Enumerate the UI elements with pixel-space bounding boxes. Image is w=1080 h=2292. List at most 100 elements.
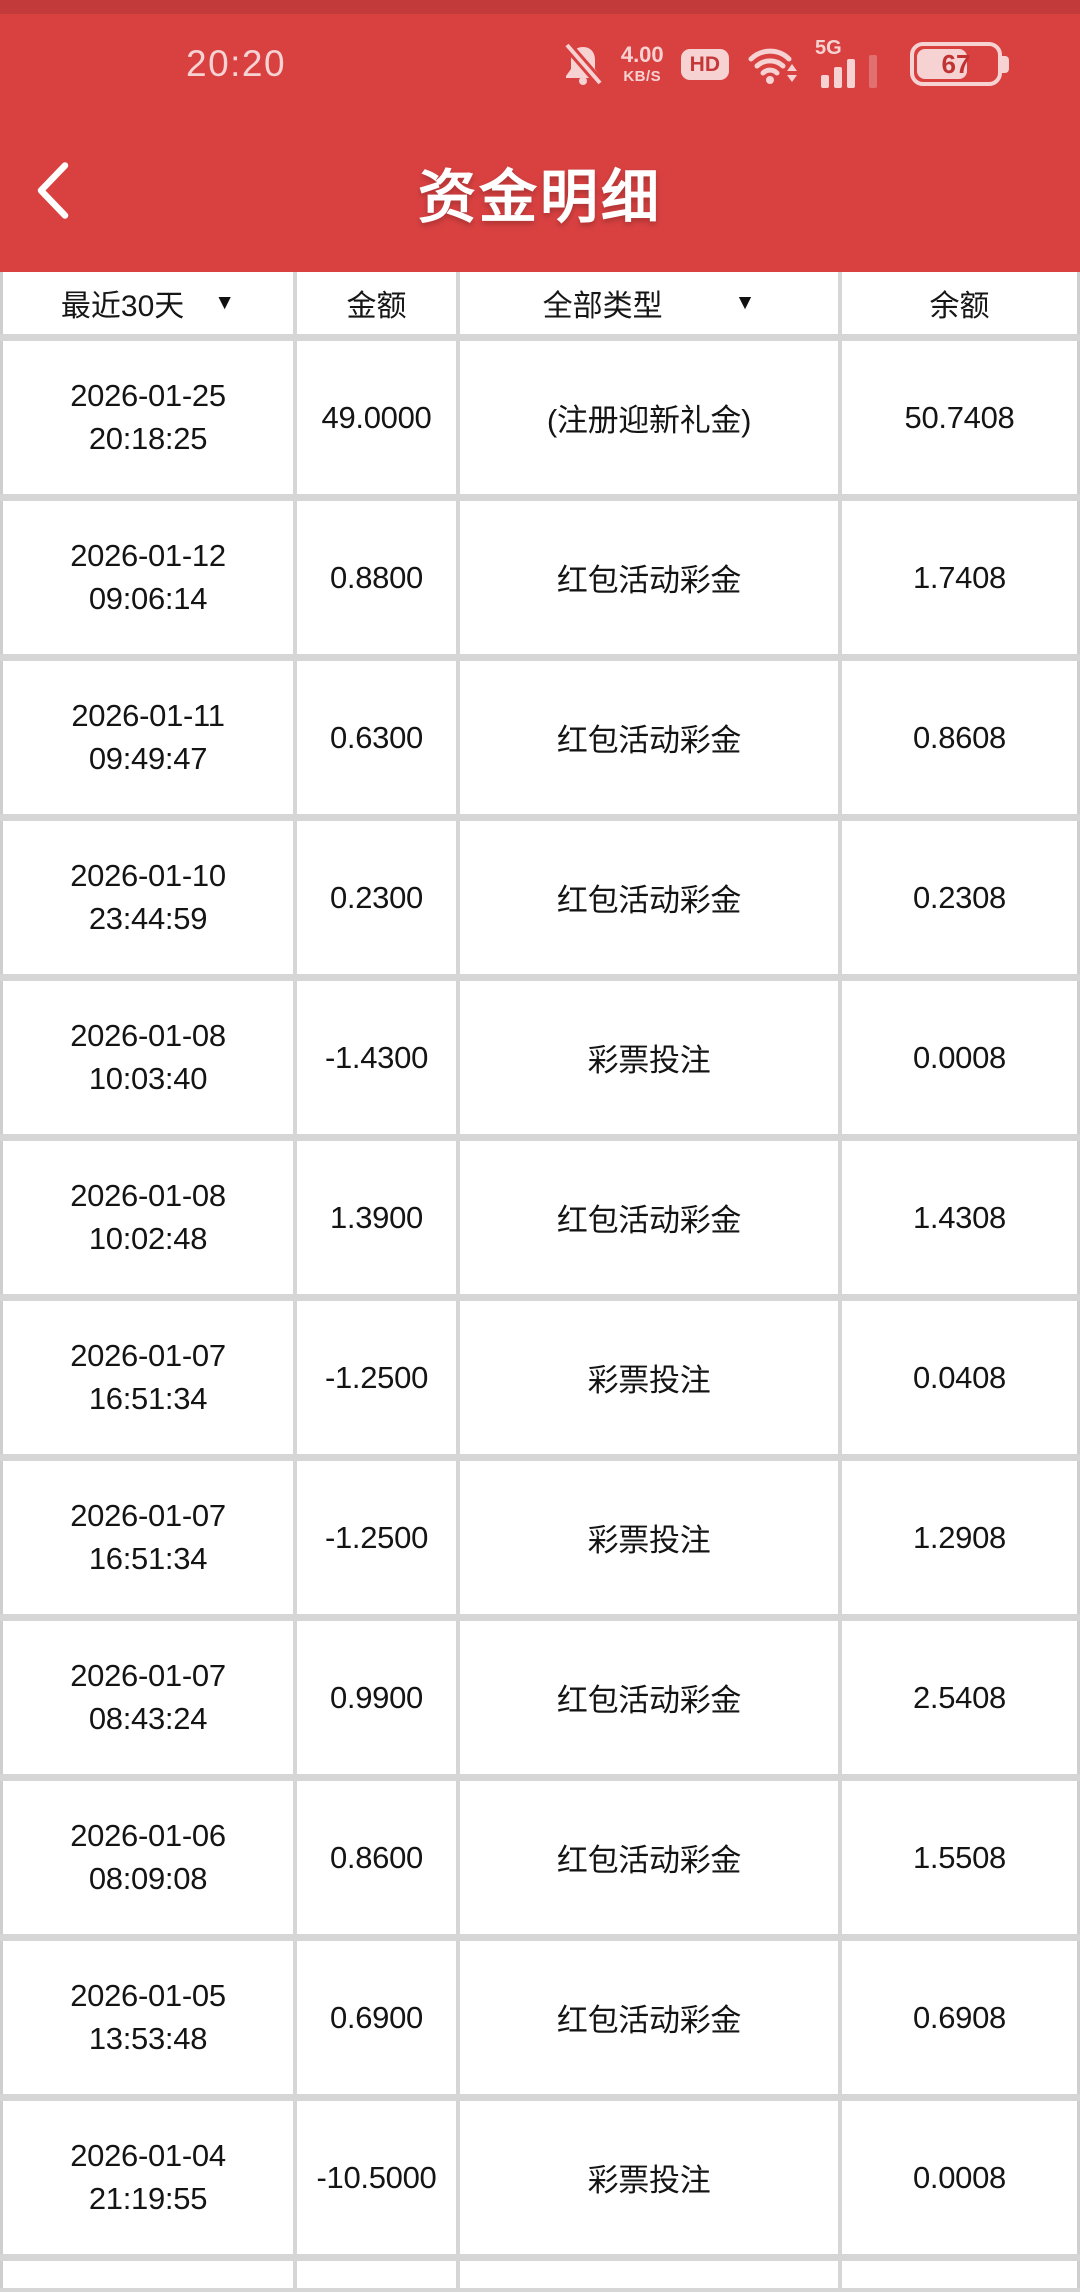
- cell-amount: -1.2500: [297, 1301, 460, 1454]
- status-icons: 4.00 KB/S HD 5G: [562, 37, 1009, 90]
- transaction-date: 2026-01-07: [70, 1657, 226, 1693]
- network-type-label: 5G: [815, 37, 842, 59]
- page-title: 资金明细: [417, 165, 663, 230]
- cell-type: 红包活动彩金: [460, 1941, 842, 2094]
- cell-balance: 1.2908: [912, 1519, 1007, 1555]
- cell-balance: 2.5408: [912, 1679, 1007, 1715]
- app-header: 20:20 4.00 KB/S HD: [0, 0, 1080, 272]
- column-header-balance: 余额: [842, 272, 1077, 334]
- cell-datetime: 2026-01-11 09:49:47: [3, 661, 297, 814]
- transaction-date: 2026-01-08: [70, 1177, 226, 1213]
- cell-datetime: 2026-01-12 09:06:14: [3, 501, 297, 654]
- transaction-time: 10:02:48: [88, 1220, 208, 1256]
- transaction-time: 08:43:24: [88, 1700, 208, 1736]
- cell-type: (注册迎新礼金): [460, 341, 842, 494]
- cell-type: 彩票投注: [460, 1461, 842, 1614]
- transaction-row: 2026-01-07 16:51:34 -1.2500 彩票投注 0.0408: [0, 1301, 1080, 1454]
- transaction-row: 2026-01-12 09:06:14 0.8800 红包活动彩金 1.7408: [0, 501, 1080, 654]
- cell-balance: 0.6908: [912, 1999, 1007, 2035]
- back-button[interactable]: [24, 151, 82, 234]
- amount-header-label: 金额: [346, 290, 407, 323]
- cell-type: 红包活动彩金: [460, 821, 842, 974]
- transaction-row: 2026-01-25 20:18:25 49.0000 (注册迎新礼金) 50.…: [0, 341, 1080, 494]
- cell-type: 红包活动彩金: [460, 501, 842, 654]
- transaction-date: 2026-01-05: [70, 1977, 226, 2013]
- date-range-label: 最近30天: [60, 290, 185, 323]
- transaction-time: 23:44:59: [88, 900, 208, 936]
- status-clock: 20:20: [186, 43, 287, 84]
- date-range-filter[interactable]: 最近30天 ▼: [3, 272, 297, 334]
- cell-amount: 1.3900: [297, 1141, 460, 1294]
- cell-type: 红包活动彩金: [460, 1141, 842, 1294]
- chevron-down-icon: ▼: [734, 291, 756, 314]
- cell-type: 红包活动彩金: [460, 1621, 842, 1774]
- type-filter[interactable]: 全部类型 ▼: [460, 272, 842, 334]
- transaction-time: 09:49:47: [88, 740, 208, 776]
- transaction-row: 2026-01-08 10:02:48 1.3900 红包活动彩金 1.4308: [0, 1141, 1080, 1294]
- partial-next-row: [0, 2261, 1080, 2288]
- cell-datetime: 2026-01-07 16:51:34: [3, 1301, 297, 1454]
- cell-balance: 0.0008: [912, 1039, 1007, 1075]
- transaction-time: 09:06:14: [88, 580, 208, 616]
- filter-row: 最近30天 ▼ 金额 全部类型 ▼ 余额: [0, 272, 1080, 334]
- cell-datetime: 2026-01-08 10:03:40: [3, 981, 297, 1134]
- transaction-time: 10:03:40: [88, 1060, 208, 1096]
- transaction-date: 2026-01-06: [70, 1817, 226, 1853]
- signal-bars: [821, 55, 877, 88]
- cell-type: 彩票投注: [460, 1301, 842, 1454]
- transaction-row: 2026-01-08 10:03:40 -1.4300 彩票投注 0.0008: [0, 981, 1080, 1134]
- hd-volte-icon: HD: [680, 48, 729, 80]
- transaction-time: 16:51:34: [88, 1380, 208, 1416]
- chevron-down-icon: ▼: [214, 291, 236, 314]
- cell-balance: 1.4308: [912, 1199, 1007, 1235]
- cell-type: [460, 2261, 842, 2288]
- cell-balance: 0.8608: [912, 719, 1007, 755]
- cell-amount: -1.4300: [297, 981, 460, 1134]
- cell-amount: 0.9900: [297, 1621, 460, 1774]
- cell-datetime: 2026-01-10 23:44:59: [3, 821, 297, 974]
- cell-type: 彩票投注: [460, 981, 842, 1134]
- cell-amount: 0.6900: [297, 1941, 460, 2094]
- type-filter-label: 全部类型: [542, 290, 663, 323]
- cell-datetime: [3, 2261, 297, 2288]
- cell-type: 红包活动彩金: [460, 661, 842, 814]
- bell-slash-icon: [563, 42, 604, 86]
- transaction-time: 21:19:55: [88, 2180, 208, 2216]
- transaction-date: 2026-01-08: [70, 1017, 226, 1053]
- transaction-date: 2026-01-12: [70, 537, 226, 573]
- transaction-time: 16:51:34: [88, 1540, 208, 1576]
- cell-amount: 49.0000: [297, 341, 460, 494]
- cell-datetime: 2026-01-06 08:09:08: [3, 1781, 297, 1934]
- network-speed-unit: KB/S: [623, 68, 662, 85]
- cell-amount: 0.8600: [297, 1781, 460, 1934]
- transaction-row: 2026-01-04 21:19:55 -10.5000 彩票投注 0.0008: [0, 2101, 1080, 2254]
- transactions-list[interactable]: 2026-01-25 20:18:25 49.0000 (注册迎新礼金) 50.…: [0, 341, 1080, 2254]
- nav-bar: 资金明细: [0, 112, 1080, 272]
- cell-amount: 0.6300: [297, 661, 460, 814]
- transaction-date: 2026-01-11: [71, 697, 225, 733]
- cell-datetime: 2026-01-04 21:19:55: [3, 2101, 297, 2254]
- network-speed-value: 4.00: [620, 42, 664, 67]
- battery-fill: [917, 49, 968, 79]
- transaction-date: 2026-01-04: [70, 2137, 226, 2173]
- status-bar: 20:20 4.00 KB/S HD: [0, 0, 1080, 112]
- transaction-row: 2026-01-07 16:51:34 -1.2500 彩票投注 1.2908: [0, 1461, 1080, 1614]
- cell-datetime: 2026-01-25 20:18:25: [3, 341, 297, 494]
- cell-balance: 1.7408: [912, 559, 1007, 595]
- cell-type: 红包活动彩金: [460, 1781, 842, 1934]
- cell-amount: [297, 2261, 460, 2288]
- transaction-date: 2026-01-10: [70, 857, 226, 893]
- cell-datetime: 2026-01-07 08:43:24: [3, 1621, 297, 1774]
- transaction-row: 2026-01-10 23:44:59 0.2300 红包活动彩金 0.2308: [0, 821, 1080, 974]
- cell-datetime: 2026-01-07 16:51:34: [3, 1461, 297, 1614]
- transaction-time: 08:09:08: [88, 1860, 208, 1896]
- cell-balance: 0.0008: [912, 2159, 1007, 2195]
- cell-balance: 0.2308: [912, 879, 1007, 915]
- transaction-time: 13:53:48: [88, 2020, 208, 2056]
- cell-datetime: 2026-01-08 10:02:48: [3, 1141, 297, 1294]
- transaction-row: 2026-01-06 08:09:08 0.8600 红包活动彩金 1.5508: [0, 1781, 1080, 1934]
- cell-amount: 0.2300: [297, 821, 460, 974]
- cell-datetime: 2026-01-05 13:53:48: [3, 1941, 297, 2094]
- battery-percent: 67: [941, 48, 971, 79]
